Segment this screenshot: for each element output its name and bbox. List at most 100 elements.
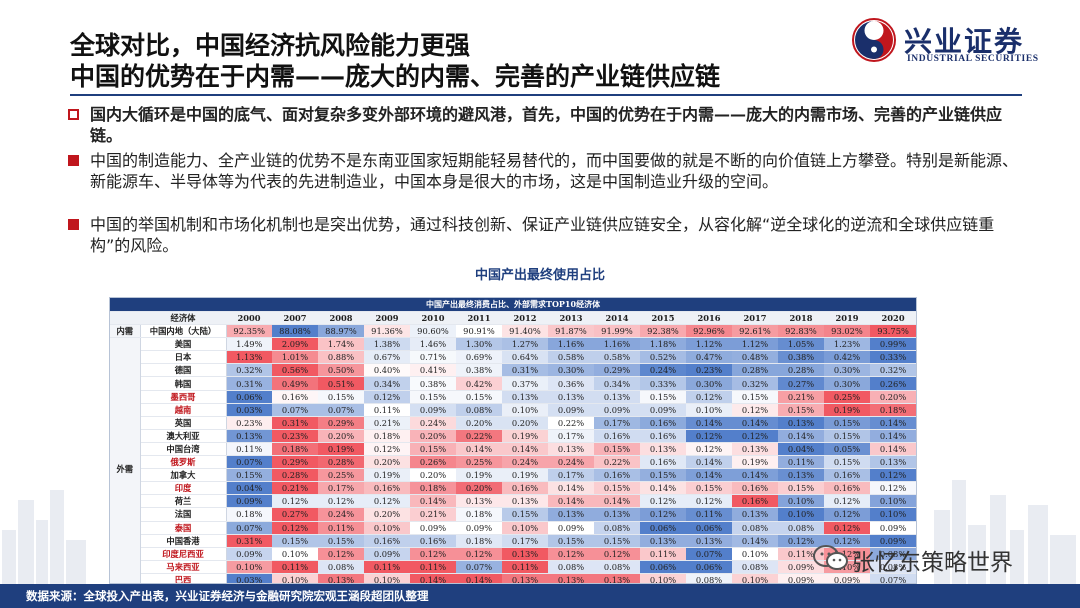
share-value-cell: 1.16% [594, 337, 640, 352]
page-title-line2: 中国的优势在于内需——庞大的内需、完善的产业链供应链 [70, 62, 721, 91]
table-row: 中国香港 0.31% 0.15% 0.15% 0.16% 0.16% 0.18% 0.17% 0… [110, 534, 916, 548]
share-value-cell: 0.10% [226, 560, 272, 574]
share-value-cell: 0.13% [502, 547, 548, 561]
share-value-cell: 0.06% [226, 390, 272, 404]
share-value-cell: 0.12% [272, 494, 318, 509]
share-value-cell: 0.15% [732, 390, 778, 404]
share-value-cell: 0.09% [824, 573, 870, 583]
table-row: 澳大利亚 0.13% 0.23% 0.20% 0.18% 0.20% 0.22% 0.19% 0… [110, 429, 916, 443]
hollow-square-bullet-icon [68, 109, 79, 120]
share-value-cell: 0.11% [410, 560, 456, 574]
share-value-cell: 0.12% [824, 521, 870, 535]
share-value-cell: 0.28% [272, 468, 318, 483]
share-value-cell: 0.14% [456, 573, 502, 583]
table-row: 印度尼西亚 0.09% 0.10% 0.12% 0.09% 0.12% 0.12% 0.13%… [110, 547, 916, 561]
share-value-cell: 91.40% [502, 324, 548, 339]
share-value-cell: 0.16% [594, 429, 640, 443]
share-value-cell: 0.16% [594, 468, 640, 483]
share-value-cell: 0.28% [778, 363, 824, 378]
table-row: 中国台湾 0.11% 0.18% 0.19% 0.12% 0.15% 0.14% 0.14% 0… [110, 442, 916, 457]
share-value-cell: 0.16% [364, 534, 410, 548]
share-value-cell: 0.17% [594, 416, 640, 430]
share-value-cell: 0.13% [456, 494, 502, 509]
share-value-cell: 0.30% [824, 363, 870, 378]
share-value-cell: 0.24% [410, 416, 456, 430]
share-value-cell: 0.15% [778, 403, 824, 417]
share-value-cell: 0.16% [640, 455, 686, 470]
watermark-text: 张忆东策略世界 [852, 550, 1013, 576]
economy-name: 美国 [140, 337, 227, 352]
share-value-cell: 0.17% [502, 534, 548, 548]
share-value-cell: 0.09% [548, 521, 594, 535]
share-value-cell: 88.97% [318, 324, 364, 339]
share-value-cell: 0.09% [548, 403, 594, 417]
share-value-cell: 0.31% [226, 534, 272, 548]
logo-name-cn: 兴业证券 [904, 25, 1025, 58]
share-value-cell: 0.12% [824, 534, 870, 548]
group-label-domestic: 内需 [110, 324, 141, 339]
share-value-cell: 0.32% [870, 363, 916, 378]
share-value-cell: 0.11% [364, 560, 410, 574]
share-value-cell: 0.09% [456, 521, 502, 535]
table-row: 墨西哥 0.06% 0.16% 0.15% 0.12% 0.15% 0.15% 0.13% 0.… [110, 390, 916, 404]
share-value-cell: 0.08% [594, 560, 640, 574]
share-value-cell: 0.24% [502, 455, 548, 470]
share-value-cell: 0.12% [548, 547, 594, 561]
share-value-cell: 0.19% [318, 442, 364, 457]
share-value-cell: 0.12% [824, 507, 870, 522]
group-label-foreign: 外需 [110, 337, 141, 583]
table-row: 巴西 0.03% 0.10% 0.13% 0.10% 0.14% 0.14% 0.13% 0.1… [110, 573, 916, 583]
heatmap-table: 中国产出最终消费占比、外部需求TOP10经济体 经济体 2000 2007 2008… [110, 298, 916, 583]
share-value-cell: 0.16% [824, 481, 870, 496]
economy-name: 印度尼西亚 [140, 547, 227, 561]
table-row: 外需 美国 1.49% 2.09% 1.74% 1.38% 1.46% 1.30% 1.27% 1… [110, 337, 916, 583]
share-value-cell: 0.13% [548, 390, 594, 404]
share-value-cell: 1.12% [686, 337, 732, 352]
header-year-2008: 2008 [318, 311, 364, 326]
share-value-cell: 0.15% [824, 416, 870, 430]
share-value-cell: 0.12% [870, 481, 916, 496]
share-value-cell: 0.10% [778, 507, 824, 522]
share-value-cell: 0.13% [732, 442, 778, 457]
header-group-cell [110, 311, 140, 326]
footer-bar: 数据来源：全球投入产出表，兴业证券经济与金融研究院宏观王涵段超团队整理 [0, 584, 1080, 608]
share-value-cell: 0.15% [502, 507, 548, 522]
company-logo: 兴业证券 INDUSTRIAL SECURITIES [852, 18, 1067, 70]
share-value-cell: 0.10% [364, 521, 410, 535]
share-value-cell: 0.09% [778, 573, 824, 583]
share-value-cell: 0.29% [594, 363, 640, 378]
share-value-cell: 0.56% [272, 363, 318, 378]
share-value-cell: 0.18% [226, 507, 272, 522]
share-value-cell: 0.16% [640, 429, 686, 443]
header-year-2018: 2018 [778, 311, 824, 326]
share-value-cell: 0.20% [364, 507, 410, 522]
header-year-2000: 2000 [226, 311, 272, 326]
share-value-cell: 0.19% [502, 429, 548, 443]
share-value-cell: 1.38% [364, 337, 410, 352]
share-value-cell: 0.06% [640, 560, 686, 574]
share-value-cell: 0.31% [272, 416, 318, 430]
share-value-cell: 0.16% [272, 390, 318, 404]
share-value-cell: 0.22% [594, 455, 640, 470]
share-value-cell: 92.83% [778, 324, 824, 339]
share-value-cell: 0.13% [318, 573, 364, 583]
share-value-cell: 0.10% [364, 573, 410, 583]
share-value-cell: 0.14% [594, 494, 640, 509]
share-value-cell: 0.16% [364, 481, 410, 496]
share-value-cell: 0.11% [778, 455, 824, 470]
share-value-cell: 0.25% [318, 468, 364, 483]
share-value-cell: 0.14% [548, 494, 594, 509]
share-value-cell: 0.12% [640, 494, 686, 509]
share-value-cell: 0.13% [686, 534, 732, 548]
share-value-cell: 1.49% [226, 337, 272, 352]
solid-square-bullet-icon [68, 219, 79, 230]
share-value-cell: 0.15% [594, 442, 640, 457]
share-value-cell: 0.12% [364, 390, 410, 404]
share-value-cell: 0.13% [594, 390, 640, 404]
share-value-cell: 0.49% [272, 376, 318, 391]
share-value-cell: 0.18% [456, 534, 502, 548]
share-value-cell: 0.26% [870, 376, 916, 391]
share-value-cell: 0.38% [778, 350, 824, 365]
share-value-cell: 0.16% [410, 534, 456, 548]
share-value-cell: 0.07% [272, 403, 318, 417]
